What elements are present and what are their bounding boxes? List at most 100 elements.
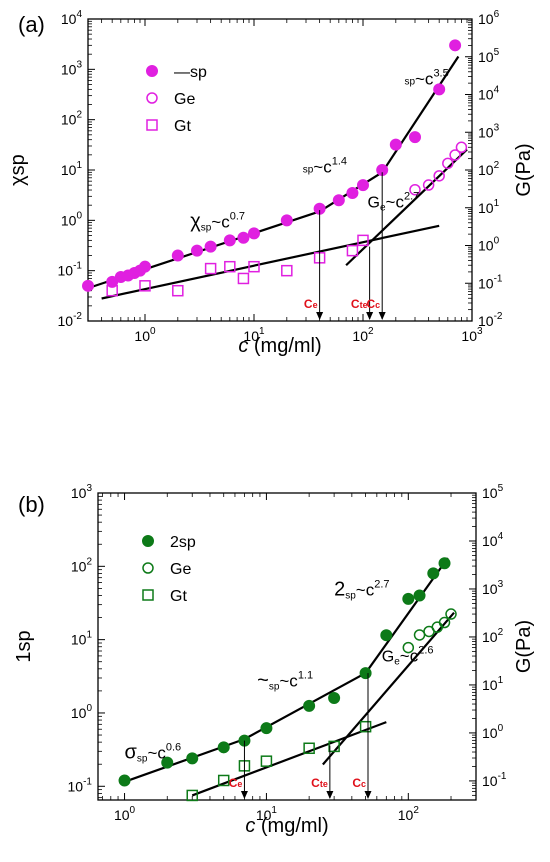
panel-b-data-point	[217, 774, 230, 787]
tick-exponent: 1	[494, 198, 500, 209]
tick-exponent: 5	[498, 483, 504, 494]
panel-b-data-point	[445, 608, 457, 620]
tick-base: 10	[482, 581, 498, 597]
panel-a-critical-label: Ce	[304, 297, 318, 311]
panel-b-critical-label: Cc	[352, 776, 366, 790]
panel-b-data-point	[359, 667, 372, 680]
critical-label-sub: e	[237, 779, 242, 789]
annotation-exponent: 0.7	[230, 211, 245, 223]
panel-a-plot-frame	[87, 18, 473, 322]
panel-b-fit-line	[322, 611, 455, 766]
panel-a-data-point	[280, 214, 293, 227]
panel-b-critical-label: Ce	[229, 776, 243, 790]
panel-a-series-2	[106, 234, 369, 297]
tick-exponent: 3	[498, 579, 504, 590]
tick-exponent: 0	[86, 703, 92, 714]
panel-a-data-point	[204, 240, 217, 253]
panel-b-critical-label: Cte	[311, 776, 328, 790]
panel-b-y-tick-label: 102	[71, 556, 93, 574]
tick-exponent: 4	[494, 85, 500, 96]
panel-a-y2-tick-label: 10-1	[478, 273, 503, 291]
critical-label-sub: e	[313, 300, 318, 310]
tick-base: 10	[478, 11, 494, 27]
tick-exponent: 2	[76, 110, 82, 121]
annotation-exponent: 1.4	[332, 155, 347, 167]
critical-label-base: C	[352, 776, 361, 790]
panel-b-data-point	[413, 629, 426, 641]
x-axis-title-variable: c	[245, 815, 255, 837]
tick-base: 10	[71, 485, 87, 501]
panel-b-y-tick-label: 10-1	[68, 776, 93, 794]
tick-base: 10	[482, 533, 498, 549]
tick-base: 10	[482, 485, 498, 501]
panel-a-scaling-annotation: Ge~c2.7	[368, 190, 420, 213]
panel-a-scaling-annotation: sp~c1.4	[303, 155, 347, 176]
critical-label-base: C	[311, 776, 320, 790]
panel-b-series-2	[186, 720, 372, 802]
panel-a-legend-marker	[146, 92, 158, 104]
critical-label-sub: c	[375, 300, 380, 310]
panel-a-x-tick-label: 100	[134, 326, 156, 344]
panel-b-data-point	[303, 699, 316, 712]
panel-a-data-point	[389, 138, 402, 151]
panel-b-x-axis-title: c (mg/ml)	[245, 815, 328, 837]
panel-b-y2-tick-label: 104	[482, 531, 504, 549]
panel-a-data-point	[422, 179, 435, 191]
panel-a-data-point	[346, 244, 359, 257]
tick-exponent: 2	[413, 805, 419, 816]
tick-base: 10	[68, 778, 84, 794]
panel-b-y-axis-title: 1sp	[13, 630, 35, 662]
panel-b-scaling-annotation: Ge~c2.6	[382, 645, 434, 668]
panel-a-critical-label: Cte	[351, 297, 368, 311]
panel-a-data-point	[106, 284, 118, 297]
panel-b-data-point	[427, 567, 440, 580]
critical-label-sub: c	[361, 779, 366, 789]
panel-b-critical-arrowhead	[326, 791, 334, 799]
tick-base: 10	[61, 11, 77, 27]
panel-a-y-tick-label: 102	[61, 110, 83, 128]
panel-a-data-point	[171, 249, 184, 262]
panel-a-critical-label: Cc	[367, 297, 381, 311]
panel-a-y-tick-label: 101	[61, 160, 83, 178]
panel-a-y-tick-label: 10-2	[58, 311, 83, 329]
panel-a-data-point	[455, 141, 468, 154]
panel-a-y2-tick-label: 101	[478, 198, 500, 216]
panel-b-data-point	[328, 691, 341, 704]
annotation-base: ~c	[400, 647, 419, 666]
tick-exponent: 2	[498, 627, 504, 638]
panel-a-series-1	[409, 141, 468, 196]
tick-base: 10	[114, 807, 130, 823]
panel-a-data-point	[139, 280, 151, 292]
panel-b-data-point	[260, 722, 273, 735]
panel-a-x-axis-title: c (mg/ml)	[238, 335, 321, 357]
tick-exponent: 2	[494, 160, 500, 171]
annotation-symbol: ~	[257, 669, 269, 691]
tick-exponent: 0	[130, 805, 136, 816]
panel-a-legend-label: Ge	[174, 91, 195, 108]
annotation-exponent: 2.6	[418, 645, 433, 657]
panel-b-legend-label: Gt	[170, 588, 187, 605]
panel-b-series-0	[118, 557, 451, 787]
panel-b-data-point	[402, 592, 415, 605]
panel-a-y-tick-label: 103	[61, 59, 83, 77]
panel-b-data-point	[402, 641, 415, 654]
panel-b-data-point	[118, 774, 131, 787]
tick-base: 10	[61, 212, 77, 228]
panel-a-data-point	[82, 279, 94, 292]
panel-a-data-point	[204, 262, 217, 275]
panel-a-y2-tick-label: 100	[478, 236, 500, 254]
tick-exponent: 5	[494, 47, 500, 58]
annotation-sub: sp	[345, 590, 356, 601]
panel-a-data-point	[138, 260, 151, 273]
annotation-exponent: 3.5	[433, 67, 448, 79]
annotation-symbol: 2	[334, 578, 345, 600]
panel-a-fit-line	[345, 148, 468, 267]
panel-a-data-point	[332, 194, 345, 207]
tick-exponent: 2	[368, 326, 374, 337]
panel-a-data-point	[224, 260, 236, 273]
panel-a-scaling-annotation: χsp~c0.7	[190, 211, 245, 234]
panel-b-y2-tick-label: 105	[482, 483, 504, 501]
annotation-base: ~c	[279, 671, 298, 690]
panel-b-y-tick-label: 103	[71, 483, 93, 501]
